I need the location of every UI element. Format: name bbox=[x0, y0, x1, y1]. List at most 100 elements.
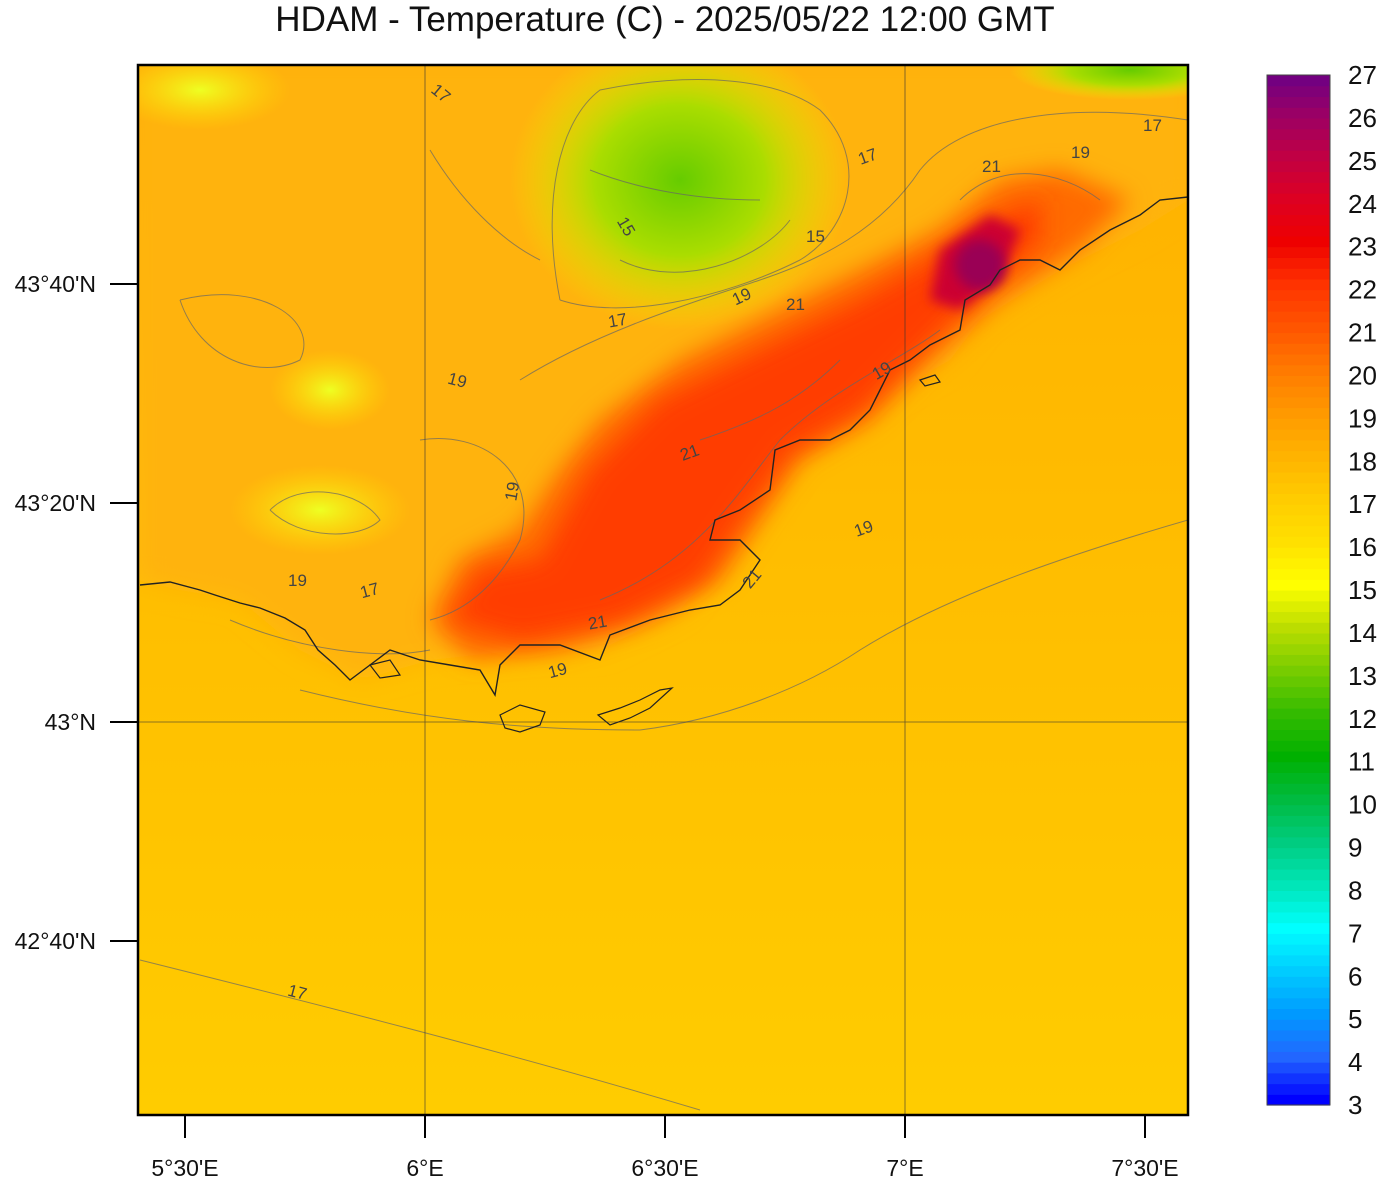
latitude-label: 43°20'N bbox=[15, 490, 96, 516]
colorbar-swatch bbox=[1267, 826, 1330, 838]
colorbar-swatch bbox=[1267, 493, 1330, 505]
colorbar-swatch bbox=[1267, 461, 1330, 473]
longitude-label: 7°E bbox=[886, 1155, 923, 1180]
colorbar-swatch bbox=[1267, 944, 1330, 956]
colorbar-swatch bbox=[1267, 697, 1330, 709]
colorbar-swatch bbox=[1267, 772, 1330, 784]
colorbar-swatch bbox=[1267, 1062, 1330, 1074]
colorbar-swatch bbox=[1267, 901, 1330, 913]
colorbar-label: 22 bbox=[1348, 275, 1377, 305]
colorbar-swatch bbox=[1267, 514, 1330, 527]
temperature-field: 17 17 17 15 15 17 19 21 21 19 17 19 19 1… bbox=[138, 65, 1188, 1115]
longitude-label: 6°30'E bbox=[631, 1155, 698, 1180]
colorbar-label: 17 bbox=[1348, 489, 1377, 519]
colorbar-swatch bbox=[1267, 504, 1330, 516]
contour-label: 19 bbox=[546, 659, 569, 682]
colorbar-swatch bbox=[1267, 246, 1330, 258]
colorbar-swatch bbox=[1267, 482, 1330, 495]
colorbar-swatch bbox=[1267, 182, 1330, 194]
colorbar-swatch bbox=[1267, 643, 1330, 655]
colorbar-label: 12 bbox=[1348, 704, 1377, 734]
contour-label: 17 bbox=[607, 310, 629, 332]
colorbar-swatch bbox=[1267, 836, 1330, 849]
colorbar-swatch bbox=[1267, 353, 1330, 366]
contour-label: 17 bbox=[1143, 116, 1162, 135]
colorbar-label: 21 bbox=[1348, 318, 1377, 348]
colorbar-swatch bbox=[1267, 375, 1330, 387]
colorbar-swatch bbox=[1267, 997, 1330, 1010]
colorbar-swatch bbox=[1267, 579, 1330, 591]
colorbar-swatch bbox=[1267, 793, 1330, 806]
colorbar-swatch bbox=[1267, 96, 1330, 108]
colorbar-swatch bbox=[1267, 386, 1330, 398]
longitude-axis: 5°30'E 6°E 6°30'E 7°E 7°30'E bbox=[151, 1115, 1179, 1180]
colorbar-swatch bbox=[1267, 611, 1330, 623]
colorbar-label: 4 bbox=[1348, 1047, 1362, 1077]
colorbar-swatch bbox=[1267, 85, 1330, 98]
colorbar-swatch bbox=[1267, 933, 1330, 945]
colorbar-label: 23 bbox=[1348, 232, 1377, 262]
colorbar-swatch bbox=[1267, 922, 1330, 934]
colorbar-label: 16 bbox=[1348, 532, 1377, 562]
colorbar-swatch bbox=[1267, 568, 1330, 580]
colorbar-label: 13 bbox=[1348, 661, 1377, 691]
colorbar-swatch bbox=[1267, 311, 1330, 323]
colorbar-swatch bbox=[1267, 235, 1330, 248]
colorbar-swatch bbox=[1267, 858, 1330, 870]
latitude-axis: 43°40'N 43°20'N 43°N 42°40'N bbox=[15, 271, 138, 954]
colorbar-swatch bbox=[1267, 1008, 1330, 1020]
colorbar-swatch bbox=[1267, 107, 1330, 119]
colorbar-swatch bbox=[1267, 632, 1330, 645]
map-title: HDAM - Temperature (C) - 2025/05/22 12:0… bbox=[275, 0, 1055, 39]
colorbar-swatch bbox=[1267, 429, 1330, 441]
colorbar-swatch bbox=[1267, 750, 1330, 763]
colorbar-swatch bbox=[1267, 289, 1330, 301]
contour-label: 19 bbox=[1071, 143, 1090, 162]
colorbar-label: 15 bbox=[1348, 575, 1377, 605]
colorbar-swatch bbox=[1267, 547, 1330, 559]
colorbar-swatch bbox=[1267, 214, 1330, 226]
colorbar-swatch bbox=[1267, 718, 1330, 731]
colorbar-swatch bbox=[1267, 525, 1330, 537]
colorbar-swatch bbox=[1267, 729, 1330, 741]
colorbar: 3 4 5 6 7 8 9 10 11 12 13 14 15 16 17 18 19 20 21 22 23 24 25 2… bbox=[1266, 60, 1377, 1120]
colorbar-label: 7 bbox=[1348, 918, 1362, 948]
colorbar-swatch bbox=[1267, 761, 1330, 773]
colorbar-label: 27 bbox=[1348, 60, 1377, 90]
colorbar-label: 6 bbox=[1348, 961, 1362, 991]
colorbar-swatch bbox=[1267, 139, 1330, 151]
colorbar-swatch bbox=[1267, 117, 1330, 130]
colorbar-swatch bbox=[1267, 879, 1330, 892]
colorbar-swatch bbox=[1267, 665, 1330, 677]
colorbar-label: 24 bbox=[1348, 189, 1377, 219]
colorbar-swatches bbox=[1267, 75, 1330, 1106]
colorbar-swatch bbox=[1267, 986, 1330, 999]
contour-label: 19 bbox=[501, 480, 523, 502]
colorbar-swatch bbox=[1267, 1019, 1330, 1031]
colorbar-swatch bbox=[1267, 278, 1330, 291]
colorbar-label: 26 bbox=[1348, 103, 1377, 133]
latitude-label: 43°N bbox=[45, 709, 96, 735]
colorbar-swatch bbox=[1267, 847, 1330, 859]
colorbar-swatch bbox=[1267, 203, 1330, 216]
latitude-label: 43°40'N bbox=[15, 271, 96, 297]
colorbar-swatch bbox=[1267, 128, 1330, 140]
contour-label: 15 bbox=[806, 227, 825, 246]
colorbar-swatch bbox=[1267, 815, 1330, 827]
colorbar-swatch bbox=[1267, 954, 1330, 967]
colorbar-swatch bbox=[1267, 911, 1330, 924]
longitude-label: 5°30'E bbox=[151, 1155, 218, 1180]
colorbar-swatch bbox=[1267, 364, 1330, 377]
longitude-label: 6°E bbox=[406, 1155, 443, 1180]
colorbar-label: 10 bbox=[1348, 790, 1377, 820]
colorbar-swatch bbox=[1267, 471, 1330, 484]
colorbar-swatch bbox=[1267, 75, 1330, 87]
contour-label: 19 bbox=[288, 571, 307, 590]
colorbar-swatch bbox=[1267, 1040, 1330, 1052]
contour-label: 21 bbox=[587, 612, 609, 634]
colorbar-swatch bbox=[1267, 1029, 1330, 1042]
colorbar-label: 11 bbox=[1348, 747, 1375, 777]
colorbar-swatch bbox=[1267, 321, 1330, 334]
colorbar-swatch bbox=[1267, 268, 1330, 280]
